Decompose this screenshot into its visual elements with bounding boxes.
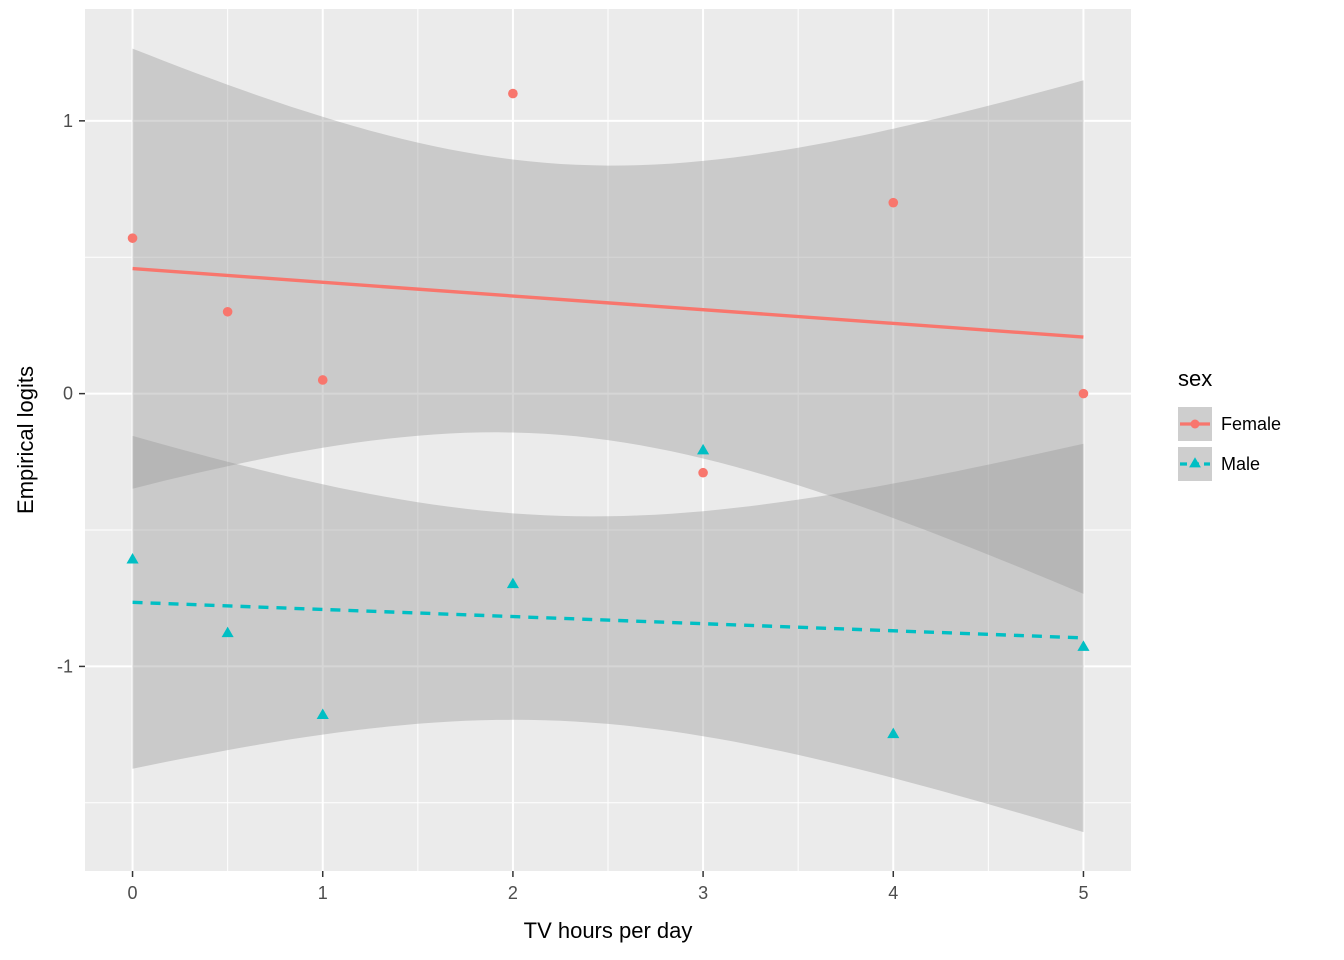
x-tick-label: 3	[698, 883, 708, 903]
x-tick-label: 2	[508, 883, 518, 903]
legend: sex Female Male	[1178, 366, 1281, 484]
data-point-female	[127, 233, 138, 243]
x-tick-label: 5	[1078, 883, 1088, 903]
x-tick-label: 4	[888, 883, 898, 903]
confidence-ribbon-male	[132, 435, 1084, 833]
male-legend-key-icon	[1178, 447, 1212, 481]
data-point-female	[888, 197, 899, 208]
data-point-female	[508, 88, 518, 99]
y-tick-label: 0	[63, 384, 73, 404]
y-tick-label: 1	[63, 111, 73, 131]
confidence-ribbon-female	[132, 48, 1084, 594]
data-point-male	[887, 727, 900, 739]
data-point-male	[126, 553, 139, 564]
trend-line-male	[132, 600, 1084, 640]
data-point-male	[697, 443, 710, 455]
legend-label-female: Female	[1221, 413, 1282, 434]
x-tick-label: 0	[128, 883, 138, 903]
trend-line-female	[132, 266, 1084, 339]
legend-title: sex	[1178, 366, 1213, 391]
x-tick-label: 1	[318, 883, 328, 903]
data-point-male	[506, 577, 519, 589]
y-tick-label: -1	[57, 656, 73, 676]
x-axis-title: TV hours per day	[523, 918, 693, 943]
data-point-male	[316, 708, 329, 720]
data-point-female	[1078, 388, 1089, 399]
data-point-male	[1077, 640, 1090, 651]
female-legend-key-icon	[1178, 407, 1212, 441]
y-axis-title: Empirical logits	[13, 366, 38, 514]
legend-entry-female: Female	[1178, 404, 1281, 444]
legend-label-male: Male	[1221, 453, 1261, 474]
data-point-female	[317, 375, 328, 385]
legend-entry-male: Male	[1178, 444, 1281, 484]
data-point-female	[698, 467, 708, 478]
data-point-female	[222, 306, 233, 317]
data-point-male	[221, 626, 234, 638]
